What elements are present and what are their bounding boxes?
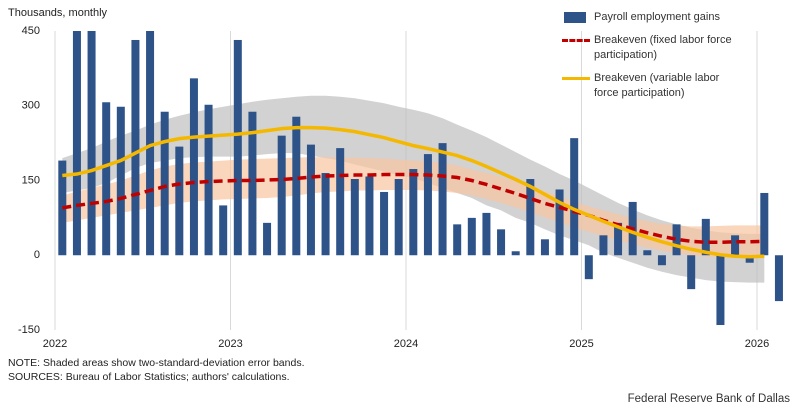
bar <box>453 224 462 256</box>
bar <box>584 255 593 280</box>
bar <box>394 179 403 256</box>
legend: Payroll employment gains Breakeven (fixed… <box>562 10 732 109</box>
y-tick-label: 450 <box>22 25 40 37</box>
bar <box>87 31 96 256</box>
bar <box>716 255 725 326</box>
bar <box>774 255 783 302</box>
bar <box>614 222 623 256</box>
legend-label: Breakeven (variable labor force particip… <box>594 72 720 99</box>
bar <box>482 212 491 256</box>
bar <box>687 255 696 290</box>
x-tick-label: 2025 <box>569 338 593 350</box>
bar <box>657 255 666 266</box>
line <box>62 172 765 245</box>
legend-item: Breakeven (variable labor force particip… <box>562 71 732 101</box>
legend-swatch <box>562 10 590 25</box>
x-tick-label: 2023 <box>218 338 242 350</box>
bar <box>540 239 549 256</box>
legend-item: Breakeven (fixed labor force participati… <box>562 33 732 63</box>
bar <box>102 102 111 256</box>
bar <box>204 104 213 256</box>
bar <box>131 39 140 256</box>
bar <box>760 192 769 256</box>
legend-label: Payroll employment gains <box>594 11 720 23</box>
bar <box>72 31 81 256</box>
bar <box>570 138 579 256</box>
bar <box>263 222 272 256</box>
bar <box>248 111 257 256</box>
bar <box>731 235 740 256</box>
bar <box>409 169 418 256</box>
bar <box>467 217 476 256</box>
bar <box>380 191 389 256</box>
y-tick-label: -150 <box>18 324 40 336</box>
y-tick-label: 0 <box>34 249 40 261</box>
bar <box>146 31 155 256</box>
bar <box>423 154 432 256</box>
legend-swatch <box>562 33 590 48</box>
bar <box>336 148 345 256</box>
legend-label: Breakeven (fixed labor force participati… <box>594 34 732 61</box>
credit: Federal Reserve Bank of Dallas <box>627 393 790 405</box>
line <box>62 125 765 259</box>
bar <box>306 144 315 256</box>
bar <box>175 146 184 256</box>
bar <box>511 251 520 256</box>
bar <box>672 224 681 256</box>
bar <box>277 135 286 256</box>
notes: NOTE: Shaded areas show two-standard-dev… <box>8 356 305 384</box>
bar <box>321 173 330 256</box>
bar <box>555 189 564 256</box>
x-tick-label: 2026 <box>745 338 769 350</box>
bar <box>526 179 535 256</box>
bar <box>365 176 374 256</box>
bar <box>438 143 447 256</box>
bar <box>643 250 652 256</box>
y-tick-label: 300 <box>22 100 40 112</box>
legend-swatch <box>562 71 590 86</box>
bar <box>497 229 506 256</box>
bar <box>160 111 169 256</box>
y-tick-label: 150 <box>22 174 40 186</box>
x-tick-label: 2024 <box>394 338 418 350</box>
x-tick-label: 2022 <box>43 338 67 350</box>
bar <box>599 235 608 256</box>
bar <box>745 255 754 263</box>
bar <box>116 106 125 256</box>
bar <box>189 78 198 256</box>
bar <box>292 116 301 256</box>
note: SOURCES: Bureau of Labor Statistics; aut… <box>8 371 290 383</box>
bar <box>219 205 228 256</box>
bar <box>350 179 359 256</box>
y-axis-label: Thousands, monthly <box>8 7 108 19</box>
bar <box>233 39 242 256</box>
note: NOTE: Shaded areas show two-standard-dev… <box>8 357 305 369</box>
legend-item: Payroll employment gains <box>562 10 732 25</box>
bar <box>701 218 710 256</box>
